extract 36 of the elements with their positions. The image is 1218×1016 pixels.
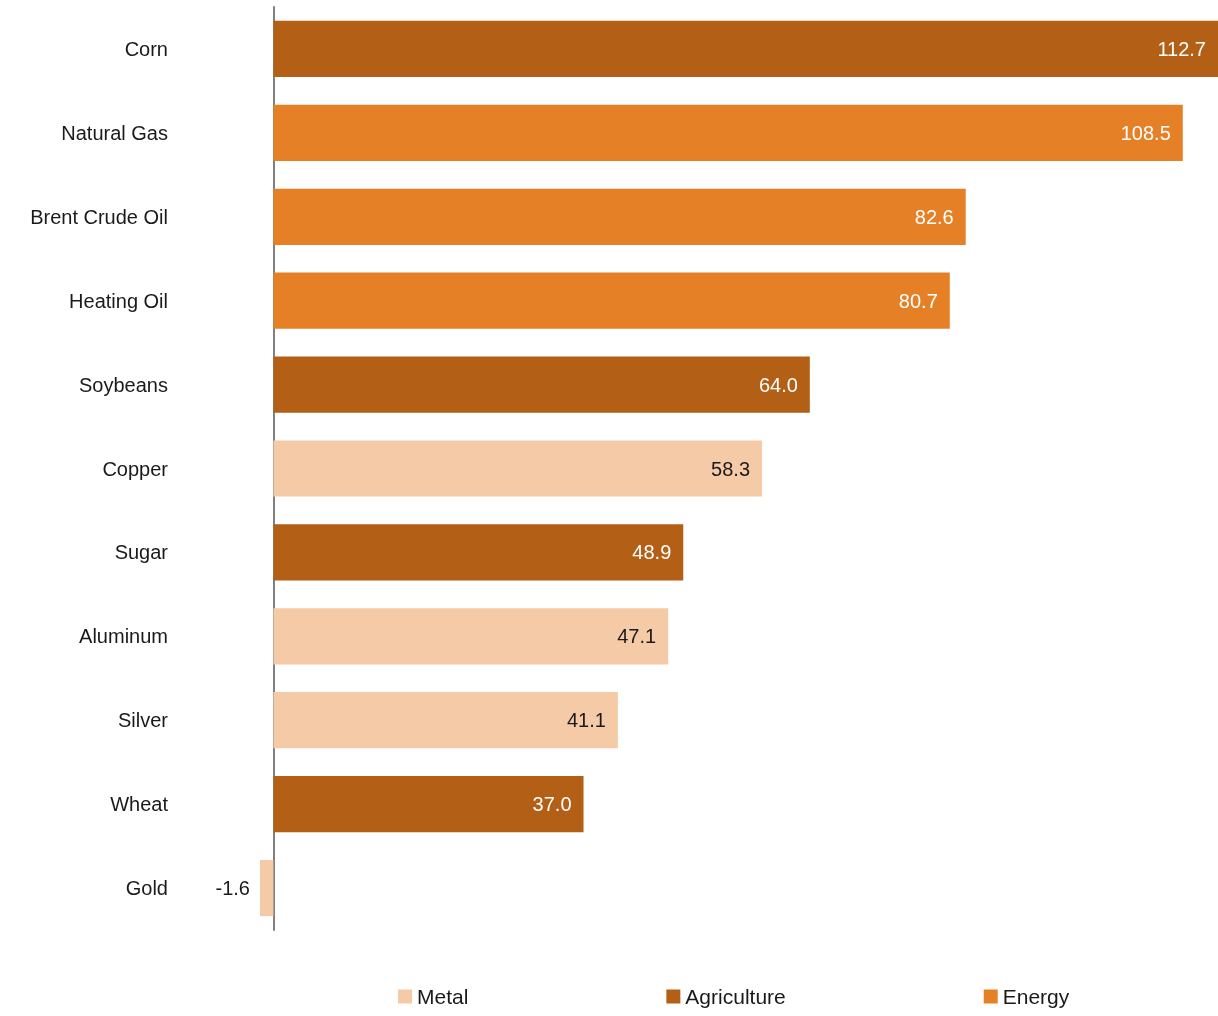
y-tick-label: Heating Oil <box>69 289 168 312</box>
data-label: 80.7 <box>898 289 938 312</box>
bar <box>273 440 763 497</box>
y-tick-label: Sugar <box>114 541 169 564</box>
legend-label: Agriculture <box>685 985 786 1008</box>
bar <box>273 776 584 833</box>
y-tick-label: Corn <box>124 37 168 60</box>
bar <box>273 608 669 665</box>
y-tick-label: Brent Crude Oil <box>30 205 168 228</box>
bar <box>273 272 950 329</box>
y-tick-label: Gold <box>125 877 168 900</box>
data-label: 47.1 <box>617 625 657 648</box>
data-label: 48.9 <box>632 541 672 564</box>
data-label: 41.1 <box>566 709 606 732</box>
data-label: 108.5 <box>1120 121 1171 144</box>
bar <box>273 20 1218 78</box>
data-label: -1.6 <box>215 877 250 900</box>
data-label: 64.0 <box>758 373 798 396</box>
bar <box>260 859 274 917</box>
legend-label: Metal <box>417 985 469 1008</box>
data-label: 58.3 <box>711 457 751 480</box>
data-label: 112.7 <box>1157 37 1206 60</box>
y-tick-label: Copper <box>102 457 169 480</box>
bar <box>273 692 618 749</box>
data-label: 82.6 <box>914 205 954 228</box>
y-tick-label: Silver <box>117 709 169 732</box>
bar <box>273 356 810 413</box>
y-tick-label: Soybeans <box>79 373 168 396</box>
y-tick-label: Wheat <box>110 793 169 816</box>
legend-label: Energy <box>1002 985 1070 1008</box>
y-tick-label: Natural Gas <box>61 121 168 144</box>
bar <box>273 524 684 581</box>
bar <box>273 188 966 245</box>
bar <box>273 104 1183 161</box>
y-tick-label: Aluminum <box>79 625 168 648</box>
data-label: 37.0 <box>532 793 572 816</box>
